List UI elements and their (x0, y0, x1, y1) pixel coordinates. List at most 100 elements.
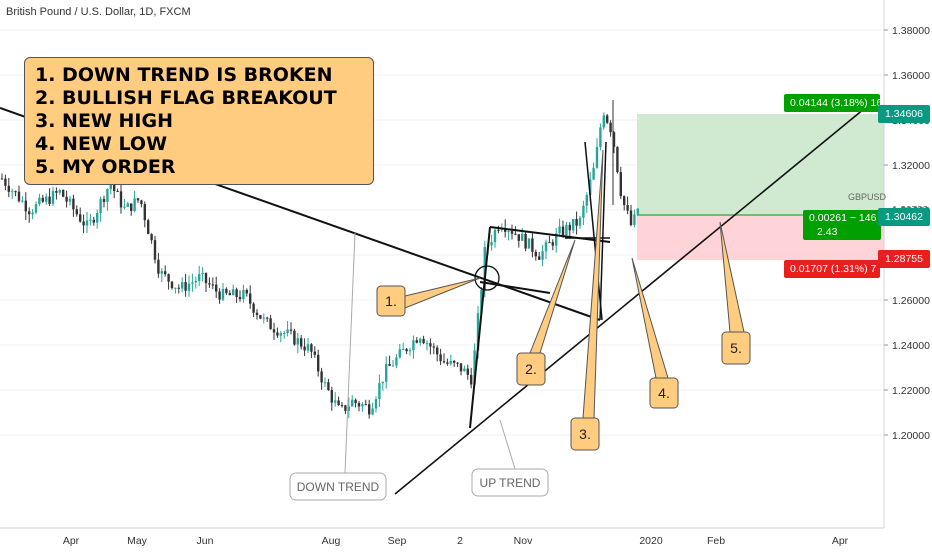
candle-body (470, 374, 473, 385)
candle-body (65, 196, 68, 202)
candle-body (113, 185, 116, 191)
candle-body (425, 343, 429, 345)
candle-body (201, 273, 204, 275)
candle-body (544, 242, 548, 252)
target-box-text: 0.04144 (3.18%) 16 (790, 97, 880, 109)
stop-box-text: 0.01707 (1.31%) 7 (790, 263, 877, 275)
candle-body (218, 291, 221, 300)
candle-body (164, 271, 167, 275)
candle-body (422, 338, 425, 344)
candle-body (245, 289, 248, 294)
candle-body (398, 349, 401, 358)
callout-label: 1. (385, 293, 397, 309)
candle-body (293, 330, 296, 345)
candle-body (541, 251, 544, 260)
candle-body (473, 350, 476, 385)
y-tick-label: 1.38000 (892, 25, 930, 37)
candle-body (453, 360, 456, 363)
label-leader (344, 232, 356, 474)
candle-body (609, 122, 612, 133)
candle-body (327, 382, 330, 391)
x-tick-label: 2 (457, 535, 463, 547)
y-tick-label: 1.20000 (892, 430, 930, 442)
candle-body (14, 191, 17, 193)
ticker-title: British Pound / U.S. Dollar, 1D, FXCM (6, 6, 191, 18)
note-2: 2. BULLISH FLAG BREAKOUT (35, 87, 337, 109)
candle-body (262, 317, 265, 319)
candle-body (374, 399, 378, 409)
flag-pole (469, 226, 491, 429)
high-marker-line-2 (599, 141, 607, 321)
candle-body (242, 289, 245, 300)
analysis-notes: 1. DOWN TREND IS BROKEN 2. BULLISH FLAG … (24, 57, 374, 185)
candle-body (388, 363, 391, 366)
candle-body (238, 296, 242, 300)
candle-body (527, 238, 531, 249)
candle-body (68, 198, 72, 202)
y-tick-label: 1.26000 (892, 295, 930, 307)
candle-body (371, 408, 374, 415)
candle-body (198, 274, 201, 282)
candle-body (48, 196, 51, 204)
candle-body (636, 208, 639, 215)
candle-body (582, 205, 585, 218)
candle-body (385, 363, 388, 382)
candle-body (306, 344, 310, 351)
candle-body (208, 283, 211, 285)
candle-body (412, 340, 415, 351)
candle-body (191, 282, 194, 284)
candles (0, 100, 639, 419)
candle-body (4, 178, 7, 186)
candle-body (31, 212, 34, 215)
candle-body (228, 293, 231, 296)
candle-body (534, 251, 537, 257)
hidden-symbol-label: GBPUSD (848, 192, 887, 202)
candle-body (140, 200, 143, 205)
note-3: 3. NEW HIGH (35, 110, 173, 132)
candle-body (232, 289, 235, 296)
x-tick-label: Apr (63, 535, 80, 547)
candle-body (51, 191, 55, 204)
callout-box (570, 417, 600, 451)
candle-body (55, 191, 58, 193)
x-tick-label: Jun (197, 535, 214, 547)
candle-body (79, 214, 82, 222)
candle-body (589, 179, 592, 195)
candle-body (136, 198, 140, 201)
callout-5: 5. (719, 221, 751, 365)
candle-body (395, 357, 398, 366)
candle-body (507, 231, 510, 233)
candle-body (429, 343, 432, 347)
candle-body (187, 283, 191, 291)
x-tick-label: Apr (832, 535, 849, 547)
callout-label: 3. (579, 426, 591, 442)
candle-body (75, 209, 78, 215)
candle-body (572, 219, 575, 231)
candle-body (459, 363, 463, 372)
candle-body (602, 115, 605, 128)
candle-body (514, 233, 517, 235)
candle-body (619, 172, 622, 197)
candle-body (221, 288, 225, 300)
candle-body (483, 246, 486, 290)
candle-body (497, 229, 500, 231)
candle-body (391, 365, 395, 367)
candle-body (303, 346, 306, 351)
candle-body (211, 284, 214, 286)
candle-body (626, 205, 629, 211)
candle-body (92, 219, 95, 223)
x-tick-label: 2020 (639, 535, 663, 547)
candle-body (415, 340, 418, 343)
candle-body (446, 362, 449, 364)
candle-body (432, 346, 435, 348)
current-price-label: 1.30462 (878, 208, 930, 226)
candle-body (289, 329, 293, 331)
entry-box-ratio: 2.43 (817, 226, 838, 238)
callout-label: 2. (525, 361, 537, 377)
note-5: 5. MY ORDER (35, 156, 176, 178)
candle-body (616, 146, 619, 173)
candle-body (62, 190, 65, 197)
candle-body (126, 203, 129, 207)
candle-body (266, 317, 269, 319)
